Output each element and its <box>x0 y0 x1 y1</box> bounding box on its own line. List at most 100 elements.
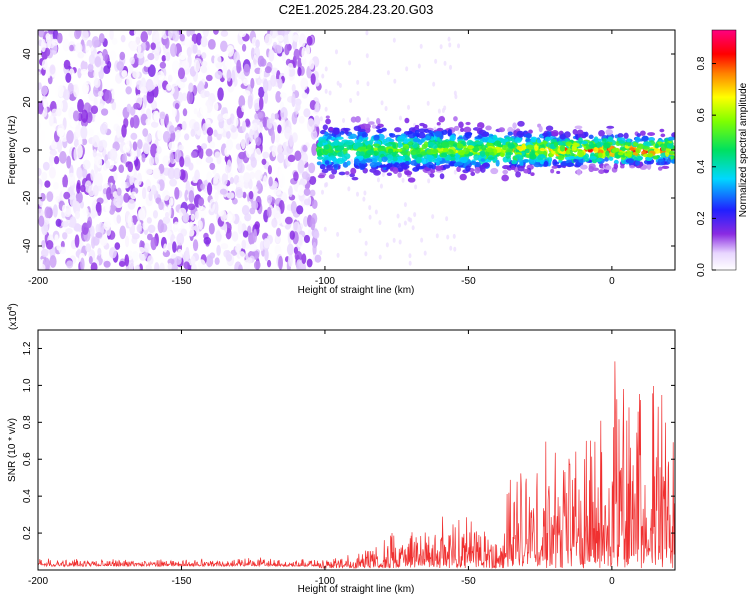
spectrogram-cell <box>216 244 221 256</box>
spectrogram-cell <box>162 216 171 225</box>
spectrogram-cell <box>103 260 111 268</box>
spectrogram-cell <box>201 143 208 150</box>
spectrogram-cell <box>181 60 190 70</box>
spectrogram-cell <box>100 108 109 116</box>
spectrogram-cell <box>235 143 242 151</box>
spectrogram-cell <box>505 152 512 159</box>
y-tick-label: -40 <box>22 238 33 253</box>
spectrogram-cell <box>336 136 344 140</box>
spectrogram-cell <box>55 66 61 75</box>
spectrogram-cell <box>257 55 265 67</box>
spectrogram-cell <box>353 158 360 165</box>
spectrogram-cell <box>439 173 445 180</box>
spectrogram-cell <box>376 177 380 183</box>
spectrogram-cell <box>80 125 88 140</box>
spectrogram-cell <box>426 149 434 155</box>
spectrogram-cell <box>91 235 96 249</box>
spectrogram-cell <box>171 60 180 74</box>
spectrogram-cell <box>168 141 175 150</box>
spectrogram-cell <box>141 187 147 200</box>
spectrogram-cell <box>278 168 283 180</box>
spectrogram-cell <box>59 150 67 164</box>
spectrogram-cell <box>291 93 296 108</box>
spectrogram-cell <box>343 153 351 160</box>
spectrogram-cell <box>453 116 458 122</box>
spectrogram-cell <box>176 232 185 246</box>
spectrogram-cell <box>516 145 523 151</box>
spectrogram-cell <box>407 141 414 146</box>
spectrogram-cell <box>377 147 386 151</box>
spectrogram-cell <box>333 139 339 147</box>
spectrogram-cell <box>167 167 176 180</box>
spectrogram-cell <box>301 253 307 265</box>
spectrogram-cell <box>427 178 431 184</box>
spectrogram-cell <box>565 159 573 163</box>
y-tick-label: 0.8 <box>22 415 33 429</box>
spectrogram-x-ticks: -200 -150 -100 -50 0 <box>28 30 615 287</box>
spectrogram-cell <box>431 214 435 220</box>
spectrogram-cell <box>206 182 213 196</box>
spectrogram-cell <box>264 33 273 46</box>
spectrogram-cell <box>398 155 406 160</box>
spectrogram-cell <box>565 141 573 147</box>
spectrogram-cell <box>349 133 358 139</box>
spectrogram-cell <box>370 158 378 164</box>
spectrogram-cell <box>212 101 219 113</box>
spectrogram-cell <box>80 184 86 193</box>
spectrogram-cell <box>460 127 465 132</box>
x-tick-label: -150 <box>171 576 191 587</box>
spectrogram-cell <box>534 144 539 152</box>
spectrogram-cell <box>291 83 296 93</box>
spectrogram-cell <box>365 30 369 36</box>
spectrogram-cell <box>155 183 161 192</box>
spectrogram-cell <box>242 191 247 199</box>
spectrogram-cell <box>162 189 170 201</box>
spectrogram-cell <box>125 86 132 95</box>
spectrogram-cell <box>58 170 65 178</box>
colorbar-tick-label: 0.8 <box>696 56 707 70</box>
spectrogram-cell <box>56 127 65 138</box>
spectrogram-cell <box>288 134 294 147</box>
spectrogram-cell <box>237 220 243 235</box>
spectrogram-cell <box>537 150 543 155</box>
spectrogram-cell <box>413 212 417 218</box>
spectrogram-cell <box>336 157 345 165</box>
spectrogram-cell <box>247 257 253 264</box>
spectrogram-cell <box>280 117 286 131</box>
spectrogram-cell <box>421 137 426 143</box>
spectrogram-cell <box>593 136 599 144</box>
spectrogram-cell <box>184 37 190 49</box>
spectrogram-cell <box>284 44 290 56</box>
spectrogram-cell <box>188 190 195 203</box>
spectrogram-cell <box>129 40 138 52</box>
spectrogram-cell <box>336 231 340 237</box>
spectrogram-cell <box>632 141 639 147</box>
spectrogram-cell <box>385 137 392 142</box>
spectrogram-cell <box>453 90 457 96</box>
spectrogram-cell <box>173 167 181 180</box>
spectrogram-cell <box>226 130 231 139</box>
spectrogram-cell <box>129 56 135 65</box>
spectrogram-cell <box>53 156 60 165</box>
spectrogram-cell <box>332 164 338 169</box>
spectrogram-cell <box>193 121 200 132</box>
spectrogram-cell <box>222 113 231 120</box>
y-tick-label: 20 <box>22 96 33 108</box>
spectrogram-cell <box>52 204 58 218</box>
spectrogram-cell <box>184 133 190 141</box>
spectrogram-cell <box>635 160 641 166</box>
spectrogram-cell <box>369 162 378 168</box>
spectrogram-cell <box>322 124 328 131</box>
spectrogram-cell <box>266 194 273 204</box>
spectrogram-cell <box>279 92 287 99</box>
spectrogram-cell <box>257 78 262 86</box>
spectrogram-cell <box>214 191 219 202</box>
spectrogram-cell <box>338 83 342 89</box>
colorbar-strip <box>711 29 737 271</box>
spectrogram-cell <box>321 156 330 160</box>
spectrogram-cell <box>557 155 565 161</box>
spectrogram-cell <box>369 139 374 145</box>
spectrogram-cell <box>276 227 282 237</box>
spectrogram-cell <box>288 253 293 267</box>
spectrogram-cell <box>559 144 566 152</box>
